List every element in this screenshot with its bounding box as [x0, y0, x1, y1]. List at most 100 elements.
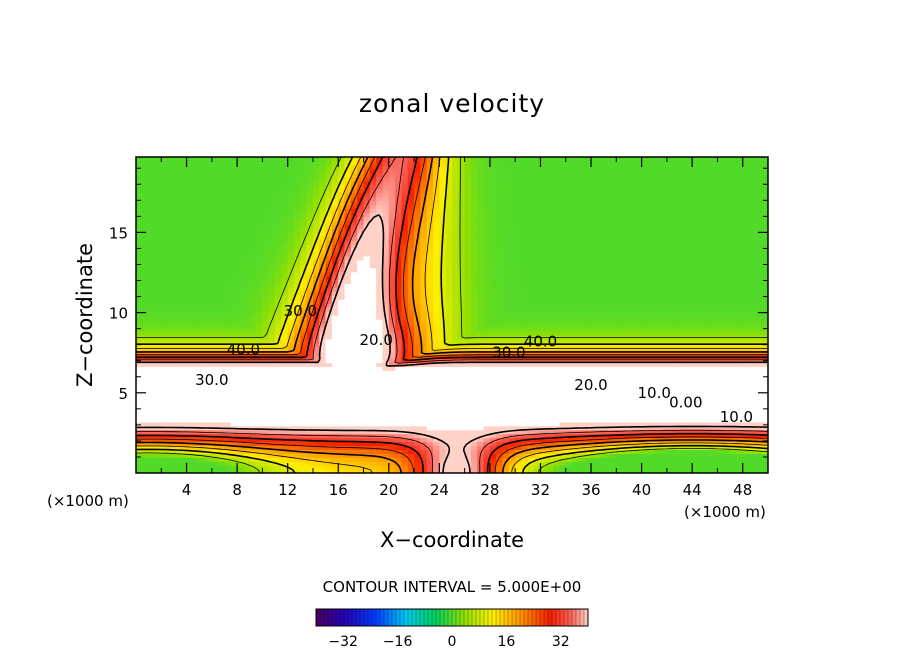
- field-cell: [452, 469, 460, 473]
- field-cell: [363, 322, 371, 328]
- field-cell: [445, 469, 453, 473]
- field-cell: [249, 386, 257, 391]
- field-cell: [470, 453, 478, 458]
- field-cell: [262, 232, 270, 237]
- field-cell: [489, 457, 497, 462]
- field-cell: [312, 228, 320, 233]
- field-cell: [312, 239, 320, 245]
- field-cell: [142, 318, 150, 324]
- field-cell: [363, 350, 371, 356]
- field-cell: [508, 338, 516, 344]
- field-cell: [433, 386, 441, 391]
- field-cell: [211, 457, 219, 462]
- field-cell: [376, 176, 384, 182]
- field-cell: [161, 157, 169, 162]
- field-cell: [167, 299, 175, 304]
- field-cell: [154, 457, 162, 462]
- field-cell: [527, 441, 535, 447]
- field-cell: [369, 303, 377, 308]
- field-cell: [136, 366, 144, 371]
- field-cell: [154, 208, 162, 213]
- field-cell: [199, 275, 207, 281]
- field-cell: [439, 216, 447, 221]
- field-cell: [186, 457, 194, 462]
- field-cell: [426, 259, 434, 265]
- field-cell: [230, 247, 238, 253]
- field-cell: [161, 330, 169, 336]
- field-cell: [224, 303, 232, 308]
- field-cell: [275, 228, 283, 233]
- field-cell: [496, 326, 504, 332]
- field-cell: [275, 326, 283, 332]
- field-cell: [357, 267, 365, 273]
- field-cell: [496, 453, 504, 458]
- field-cell: [521, 390, 529, 395]
- field-cell: [515, 421, 523, 427]
- field-cell: [300, 330, 308, 336]
- field-cell: [470, 196, 478, 202]
- field-cell: [237, 338, 245, 344]
- field-cell: [306, 259, 314, 265]
- field-cell: [502, 457, 510, 462]
- field-cell: [376, 232, 384, 237]
- field-cell: [325, 338, 333, 344]
- field-cell: [205, 283, 213, 289]
- field-cell: [527, 366, 535, 371]
- field-cell: [331, 208, 339, 213]
- field-cell: [249, 287, 257, 292]
- field-cell: [173, 251, 181, 257]
- field-cell: [521, 176, 529, 182]
- field-cell: [230, 279, 238, 285]
- field-cell: [508, 212, 516, 217]
- field-cell: [211, 164, 219, 170]
- field-cell: [186, 346, 194, 352]
- field-cell: [344, 224, 352, 229]
- field-cell: [395, 397, 403, 403]
- field-cell: [369, 236, 377, 241]
- field-cell: [300, 200, 308, 206]
- field-cell: [369, 287, 377, 292]
- field-cell: [407, 188, 415, 194]
- field-cell: [502, 299, 510, 304]
- field-cell: [452, 255, 460, 261]
- field-cell: [161, 271, 169, 277]
- field-cell: [338, 429, 346, 435]
- field-cell: [256, 346, 264, 352]
- field-cell: [192, 311, 200, 316]
- field-cell: [344, 208, 352, 213]
- field-cell: [344, 374, 352, 379]
- field-cell: [496, 176, 504, 182]
- field-cell: [357, 405, 365, 411]
- field-cell: [521, 338, 529, 344]
- field-cell: [363, 164, 371, 170]
- field-cell: [407, 322, 415, 328]
- field-cell: [192, 243, 200, 249]
- field-cell: [357, 461, 365, 466]
- field-cell: [483, 370, 491, 375]
- field-cell: [230, 469, 238, 473]
- field-cell: [508, 330, 516, 336]
- field-cell: [199, 164, 207, 170]
- field-cell: [401, 236, 409, 241]
- field-cell: [439, 354, 447, 360]
- field-cell: [508, 172, 516, 178]
- field-cell: [167, 338, 175, 344]
- field-cell: [470, 220, 478, 225]
- field-cell: [382, 437, 390, 443]
- field-cell: [262, 453, 270, 458]
- field-cell: [237, 271, 245, 277]
- field-cell: [470, 164, 478, 170]
- field-cell: [420, 216, 428, 221]
- field-cell: [294, 160, 302, 166]
- field-cell: [350, 457, 358, 462]
- field-cell: [489, 239, 497, 245]
- field-cell: [407, 469, 415, 473]
- field-cell: [426, 405, 434, 411]
- field-cell: [452, 259, 460, 265]
- field-cell: [167, 164, 175, 170]
- field-cell: [275, 421, 283, 427]
- field-cell: [192, 374, 200, 379]
- field-cell: [205, 204, 213, 210]
- field-cell: [382, 220, 390, 225]
- field-cell: [350, 275, 358, 281]
